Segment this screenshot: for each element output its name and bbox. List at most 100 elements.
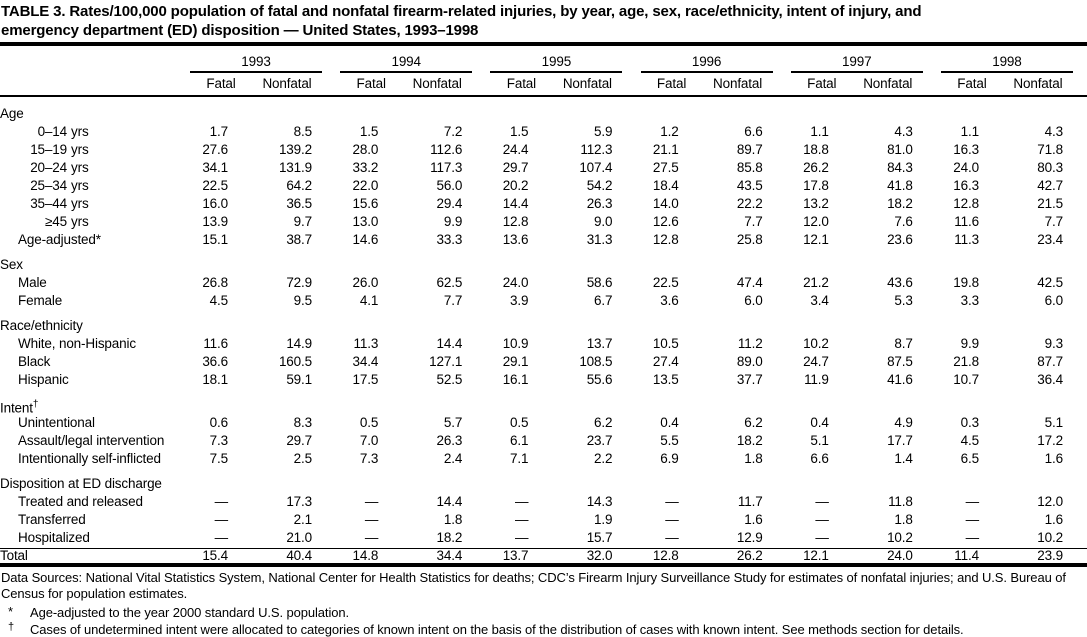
year-value-group: 7.3 29.7 bbox=[190, 432, 322, 450]
value-cell-nonfatal: 43.6 bbox=[887, 275, 913, 290]
value-groups: 15.4 40.4 14.8 34.4 13.7 32.0 12.8 26.2 12.1 24.0… bbox=[190, 549, 1073, 563]
sub-column-headers: Fatal Nonfatal bbox=[190, 76, 322, 91]
year-value-group: 14.6 33.3 bbox=[340, 231, 472, 249]
year-value-group: 15.6 29.4 bbox=[340, 195, 472, 213]
row-label: Assault/legal intervention bbox=[0, 432, 190, 450]
value-cell-fatal: 11.3 bbox=[954, 232, 979, 247]
value-cell-nonfatal: 56.0 bbox=[436, 178, 463, 193]
value-cell-fatal: 20.2 bbox=[502, 178, 529, 193]
year-value-group: 11.3 14.4 bbox=[340, 335, 472, 353]
value-cell-nonfatal: 9.5 bbox=[293, 293, 312, 308]
value-groups: 26.8 72.9 26.0 62.5 24.0 58.6 22.5 47.4 21.2 43.6… bbox=[190, 274, 1073, 292]
year-value-group: 17.5 52.5 bbox=[340, 371, 472, 389]
year-value-group: 12.8 26.2 bbox=[641, 549, 773, 563]
value-cell-fatal: 14.6 bbox=[352, 232, 379, 247]
value-cell-fatal: 16.3 bbox=[953, 178, 979, 193]
value-cell-nonfatal: 29.7 bbox=[286, 433, 312, 448]
year-value-group: 12.1 24.0 bbox=[791, 549, 923, 563]
year-value-group: 36.6 160.5 bbox=[190, 353, 322, 371]
table-title-line-1: TABLE 3. Rates/100,000 population of fat… bbox=[1, 3, 922, 20]
year-value-group: 16.1 55.6 bbox=[490, 371, 622, 389]
stub-column-spacer bbox=[0, 54, 190, 91]
value-groups: 15.1 38.7 14.6 33.3 13.6 31.3 12.8 25.8 12.1 23.6… bbox=[190, 231, 1073, 249]
sub-column-headers: Fatal Nonfatal bbox=[941, 76, 1073, 91]
sub-column-headers: Fatal Nonfatal bbox=[641, 76, 773, 91]
value-cell-fatal: 18.1 bbox=[202, 372, 228, 387]
value-cell-fatal: 24.4 bbox=[502, 142, 529, 157]
col-header-fatal: Fatal bbox=[506, 76, 536, 91]
row-label-text: Assault/legal intervention bbox=[18, 433, 165, 448]
row-label: Hispanic bbox=[0, 371, 190, 389]
value-cell-nonfatal: 18.2 bbox=[887, 196, 913, 211]
row-label: 20–24 yrs bbox=[0, 159, 190, 177]
value-cell-fatal: 29.7 bbox=[502, 160, 529, 175]
year-value-group: 29.1 108.5 bbox=[490, 353, 622, 371]
value-cell-fatal: — bbox=[965, 530, 980, 545]
year-value-group: 10.5 11.2 bbox=[641, 335, 773, 353]
value-cell-fatal: 3.6 bbox=[660, 293, 679, 308]
table-row: Age-adjusted* 15.1 38.7 14.6 33.3 13.6 31.3 12.… bbox=[0, 231, 1087, 249]
row-label: White, non-Hispanic bbox=[0, 335, 190, 353]
year-value-group: 26.0 62.5 bbox=[340, 274, 472, 292]
value-cell-nonfatal: 89.7 bbox=[736, 142, 763, 157]
value-cell-nonfatal: 24.0 bbox=[887, 548, 913, 563]
value-cell-nonfatal: 108.5 bbox=[579, 354, 613, 369]
year-group: 1998 Fatal Nonfatal bbox=[940, 54, 1073, 91]
year-value-group: 12.0 7.6 bbox=[791, 213, 923, 231]
year-value-group: — 10.2 bbox=[791, 529, 923, 547]
col-header-fatal: Fatal bbox=[807, 76, 837, 91]
value-cell-fatal: 26.2 bbox=[803, 160, 829, 175]
value-cell-fatal: 7.1 bbox=[510, 451, 529, 466]
value-cell-nonfatal: 1.8 bbox=[894, 512, 913, 527]
row-label: ≥45 yrs bbox=[0, 213, 190, 231]
value-cell-nonfatal: 160.5 bbox=[278, 354, 312, 369]
year-group: 1995 Fatal Nonfatal bbox=[490, 54, 623, 91]
table-row: 0–14 yrs 1.7 8.5 1.5 7.2 1.5 5.9 1.2 6.6 1.1 4.3 1.1… bbox=[0, 123, 1087, 141]
value-cell-nonfatal: 4.3 bbox=[1044, 124, 1063, 139]
year-value-group: 11.6 7.7 bbox=[941, 213, 1073, 231]
year-value-group: 16.3 71.8 bbox=[941, 141, 1073, 159]
year-value-group: 11.9 41.6 bbox=[791, 371, 923, 389]
year-value-group: 14.0 22.2 bbox=[641, 195, 773, 213]
value-cell-nonfatal: 11.7 bbox=[737, 494, 763, 509]
year-value-group: 29.7 107.4 bbox=[490, 159, 622, 177]
value-cell-fatal: 11.9 bbox=[804, 372, 829, 387]
table-row: 25–34 yrs 22.5 64.2 22.0 56.0 20.2 54.2 18.4 43.5… bbox=[0, 177, 1087, 195]
year-value-group: 13.0 9.9 bbox=[340, 213, 472, 231]
row-label: 25–34 yrs bbox=[0, 177, 190, 195]
value-groups: 16.0 36.5 15.6 29.4 14.4 26.3 14.0 22.2 13.2 18.2… bbox=[190, 195, 1073, 213]
value-cell-nonfatal: 64.2 bbox=[286, 178, 312, 193]
value-cell-fatal: 34.1 bbox=[202, 160, 228, 175]
value-cell-nonfatal: 72.9 bbox=[286, 275, 312, 290]
col-header-nonfatal: Nonfatal bbox=[562, 76, 612, 91]
section-label: Sex bbox=[0, 256, 190, 274]
value-cell-fatal: 10.2 bbox=[803, 336, 829, 351]
row-label-text: Race/ethnicity bbox=[0, 318, 83, 333]
year-value-group: 12.8 25.8 bbox=[641, 231, 773, 249]
asterisk-footnote: * Age-adjusted to the year 2000 standard… bbox=[0, 604, 1087, 620]
value-cell-fatal: 15.1 bbox=[202, 232, 228, 247]
row-label-text: Black bbox=[18, 354, 51, 369]
value-cell-fatal: 16.0 bbox=[202, 196, 228, 211]
year-value-group: 21.2 43.6 bbox=[791, 274, 923, 292]
value-cell-fatal: 11.4 bbox=[954, 548, 979, 563]
section-row: Age bbox=[0, 105, 1087, 123]
dagger-footnote-text: Cases of undetermined intent were alloca… bbox=[30, 622, 964, 637]
value-cell-nonfatal: 33.3 bbox=[436, 232, 463, 247]
table-row: 20–24 yrs 34.1 131.9 33.2 117.3 29.7 107.4 27.5 8… bbox=[0, 159, 1087, 177]
value-cell-fatal: 1.7 bbox=[209, 124, 228, 139]
table-row: Hospitalized — 21.0 — 18.2 — 15.7 — 12.9 — 10.2 — 10… bbox=[0, 529, 1087, 547]
year-value-group: 16.3 42.7 bbox=[941, 177, 1073, 195]
value-cell-nonfatal: 1.6 bbox=[1044, 451, 1063, 466]
year-value-group: — 18.2 bbox=[340, 529, 472, 547]
value-cell-nonfatal: 127.1 bbox=[429, 354, 463, 369]
section-label: Intent† bbox=[0, 396, 190, 416]
dagger-marker: † bbox=[8, 621, 15, 633]
value-cell-fatal: 4.1 bbox=[359, 293, 379, 308]
value-cell-nonfatal: 107.4 bbox=[579, 160, 613, 175]
year-value-group: — 1.9 bbox=[490, 511, 622, 529]
value-cell-nonfatal: 1.4 bbox=[894, 451, 913, 466]
value-cell-fatal: 6.9 bbox=[660, 451, 679, 466]
table-row: 35–44 yrs 16.0 36.5 15.6 29.4 14.4 26.3 14.0 22.2… bbox=[0, 195, 1087, 213]
value-cell-fatal: 21.1 bbox=[652, 142, 679, 157]
